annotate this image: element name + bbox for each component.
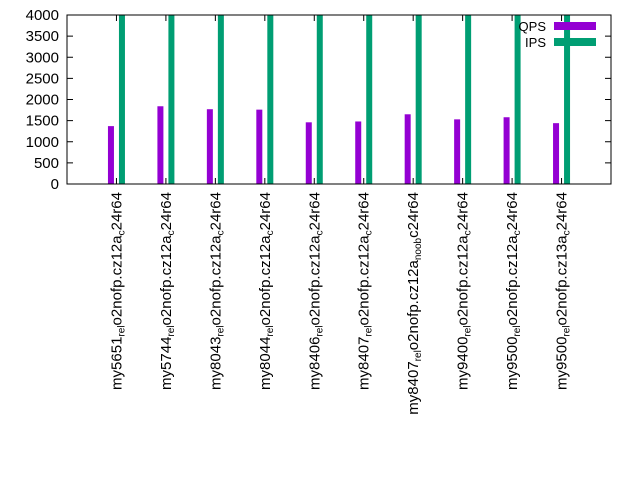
- y-tick-label: 500: [34, 155, 59, 172]
- y-tick-label: 1500: [26, 113, 59, 130]
- bar-qps: [107, 126, 114, 184]
- bar-qps: [305, 122, 312, 184]
- x-tick-label: my9400relo2nofp.cz12ac24r64: [455, 192, 474, 390]
- legend: QPS IPS: [519, 19, 596, 50]
- bar-qps: [206, 109, 213, 184]
- y-tick-label: 4000: [26, 7, 59, 24]
- bar-ips: [267, 15, 274, 184]
- y-tick-label: 1000: [26, 134, 59, 151]
- bar-qps: [157, 106, 164, 184]
- y-tick-labels: 0 500 1000 1500 2000 2500 3000 3500 4000: [26, 7, 59, 193]
- y-tick-label: 2000: [26, 92, 59, 109]
- x-tick-label: my8407relo2nofp.cz12ac24r64: [356, 192, 375, 390]
- bars: [107, 15, 571, 184]
- bar-ips: [514, 15, 521, 184]
- y-tick-label: 3000: [26, 49, 59, 66]
- bar-qps: [256, 109, 263, 184]
- plot-frame: [66, 14, 612, 185]
- bar-ips: [316, 15, 323, 184]
- bar-ips: [217, 15, 224, 184]
- y-tick-label: 0: [51, 176, 59, 193]
- bar-qps: [404, 114, 411, 184]
- y-tick-label: 3500: [26, 28, 59, 45]
- y-tick-label: 2500: [26, 70, 59, 87]
- x-tick-label: my9500relo2nofp.cz13ac24r64: [554, 192, 573, 390]
- x-tick-label: my8043relo2nofp.cz12ac24r64: [207, 192, 226, 390]
- x-tick-label: my8044relo2nofp.cz12ac24r64: [257, 192, 276, 390]
- x-tick-label: my8407relo2nofp.cz12anoobc24r64: [405, 192, 424, 415]
- bar-qps: [503, 117, 510, 184]
- x-tick-labels: my5651relo2nofp.cz12ac24r64 my5744relo2no…: [108, 192, 572, 415]
- legend-label-ips: IPS: [525, 35, 546, 50]
- bar-ips: [366, 15, 373, 184]
- bar-ips: [465, 15, 472, 184]
- bar-ips: [415, 15, 422, 184]
- x-tick-label: my5651relo2nofp.cz12ac24r64: [108, 192, 127, 390]
- bar-ips: [118, 15, 125, 184]
- bar-ips: [564, 15, 571, 184]
- x-tick-label: my8406relo2nofp.cz12ac24r64: [306, 192, 325, 390]
- legend-label-qps: QPS: [519, 19, 547, 34]
- bar-ips: [168, 15, 175, 184]
- bar-qps: [553, 123, 560, 184]
- x-tick-label: my5744relo2nofp.cz12ac24r64: [158, 192, 177, 390]
- x-tick-label: my9500relo2nofp.cz12ac24r64: [504, 192, 523, 390]
- bar-qps: [454, 119, 461, 184]
- bar-qps: [355, 121, 362, 184]
